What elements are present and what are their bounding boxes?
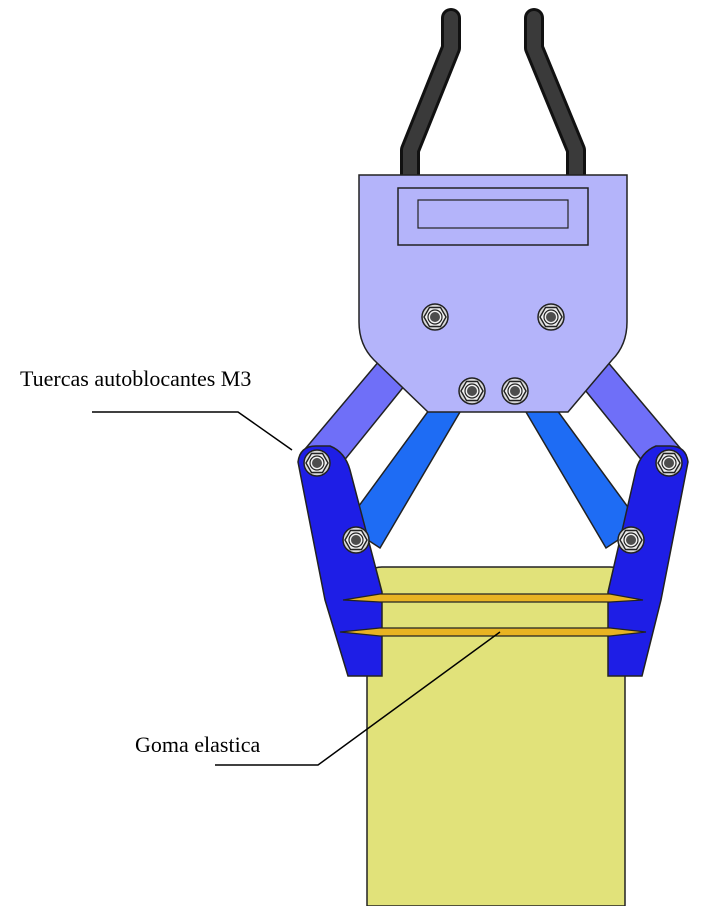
hex-nut-icon — [342, 526, 370, 554]
cable-slot-inner — [417, 199, 569, 229]
leader-line-nuts — [92, 411, 293, 451]
rubber-band-lower — [339, 627, 647, 637]
hex-nut-icon — [617, 526, 645, 554]
hex-nut-icon — [537, 303, 565, 331]
finger-left — [297, 445, 383, 677]
label-rubber-band: Goma elastica — [135, 732, 261, 757]
leader-line-band — [215, 631, 501, 766]
cable-slot — [397, 187, 589, 246]
gripped-object — [366, 566, 626, 906]
hex-nut-icon — [458, 377, 486, 405]
finger-right — [607, 445, 689, 677]
body-plate — [358, 174, 628, 413]
hex-nut-icon — [421, 303, 449, 331]
hex-nut-icon — [501, 377, 529, 405]
rubber-band-upper — [342, 593, 644, 603]
hex-nut-icon — [303, 449, 331, 477]
label-nuts: Tuercas autoblocantes M3 — [20, 366, 252, 391]
hex-nut-icon — [655, 449, 683, 477]
